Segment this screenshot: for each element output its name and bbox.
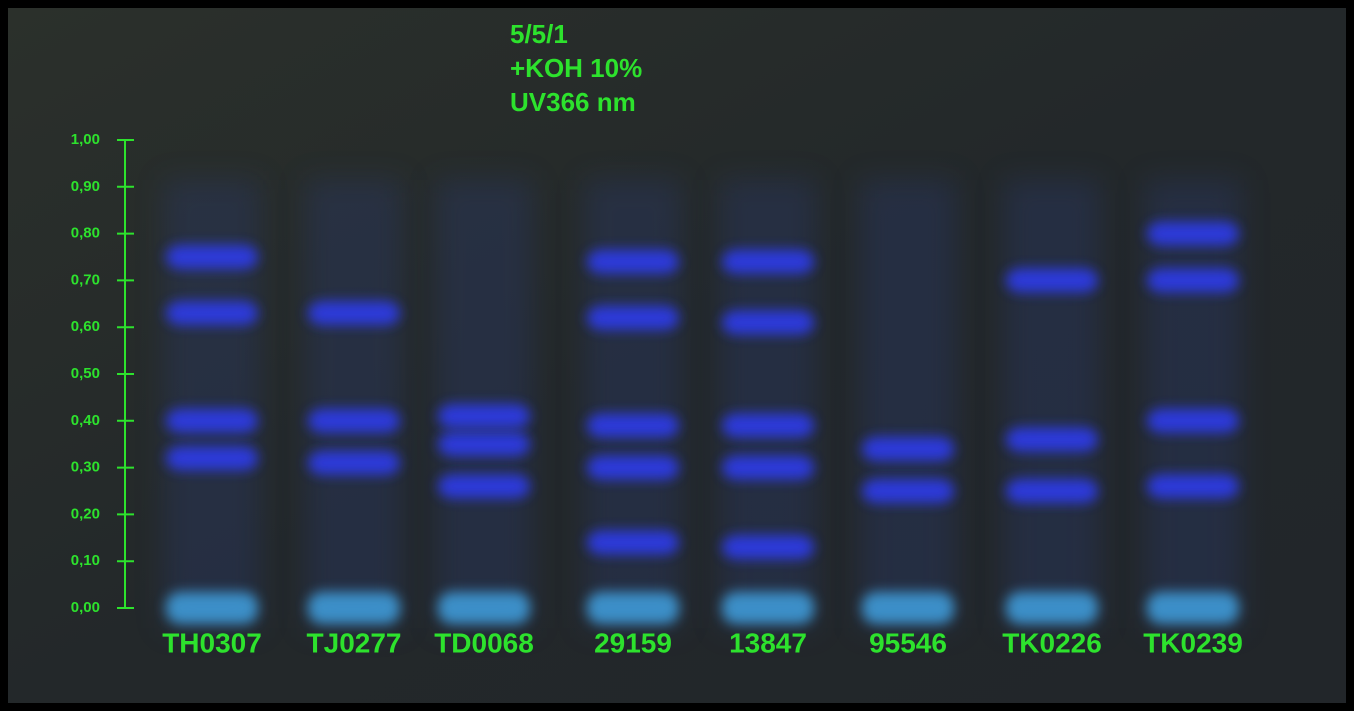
lane-haze bbox=[720, 180, 816, 628]
lane-haze bbox=[860, 180, 956, 628]
lane-label: TK0239 bbox=[1143, 627, 1243, 658]
band bbox=[438, 404, 530, 428]
band bbox=[722, 311, 814, 335]
tick-label: 0,00 bbox=[71, 599, 100, 616]
band bbox=[1006, 268, 1098, 292]
lane-label: TJ0277 bbox=[307, 627, 402, 658]
lane-haze bbox=[1004, 180, 1100, 628]
band bbox=[862, 437, 954, 461]
lane-label: 95546 bbox=[869, 627, 947, 658]
band bbox=[166, 301, 258, 325]
tick-label: 0,20 bbox=[71, 505, 100, 522]
origin-spot bbox=[587, 592, 679, 624]
band bbox=[862, 479, 954, 503]
band bbox=[1006, 428, 1098, 452]
band bbox=[166, 446, 258, 470]
tick-label: 1,00 bbox=[71, 131, 100, 148]
band bbox=[1147, 222, 1239, 246]
band bbox=[722, 535, 814, 559]
header-line: 5/5/1 bbox=[510, 19, 568, 49]
band bbox=[587, 413, 679, 437]
lane-label: TK0226 bbox=[1002, 627, 1102, 658]
header-line: +KOH 10% bbox=[510, 53, 642, 83]
tick-label: 0,70 bbox=[71, 271, 100, 288]
lane-haze bbox=[585, 180, 681, 628]
lane-haze bbox=[1145, 180, 1241, 628]
lane-label: 29159 bbox=[594, 627, 672, 658]
origin-spot bbox=[166, 592, 258, 624]
band bbox=[1006, 479, 1098, 503]
lane-label: 13847 bbox=[729, 627, 807, 658]
tick-label: 0,60 bbox=[71, 318, 100, 335]
band bbox=[722, 413, 814, 437]
header-line: UV366 nm bbox=[510, 87, 636, 117]
band bbox=[308, 301, 400, 325]
tick-label: 0,90 bbox=[71, 178, 100, 195]
band bbox=[587, 250, 679, 274]
lane-label: TH0307 bbox=[162, 627, 262, 658]
band bbox=[587, 306, 679, 330]
band bbox=[1147, 409, 1239, 433]
origin-spot bbox=[862, 592, 954, 624]
tlc-plate-photo: 5/5/1 +KOH 10% UV366 nm 0,00 0,10 0,20 0,30 0,… bbox=[0, 0, 1354, 711]
band bbox=[166, 409, 258, 433]
tick-label: 0,80 bbox=[71, 225, 100, 242]
origin-spot bbox=[1006, 592, 1098, 624]
band bbox=[587, 456, 679, 480]
band bbox=[722, 456, 814, 480]
band bbox=[308, 409, 400, 433]
band bbox=[1147, 474, 1239, 498]
band bbox=[438, 432, 530, 456]
origin-spot bbox=[438, 592, 530, 624]
origin-spot bbox=[722, 592, 814, 624]
origin-spot bbox=[308, 592, 400, 624]
tick-label: 0,40 bbox=[71, 412, 100, 429]
tick-label: 0,30 bbox=[71, 459, 100, 476]
lane-haze bbox=[306, 180, 402, 628]
origin-spot bbox=[1147, 592, 1239, 624]
band bbox=[308, 451, 400, 475]
band bbox=[722, 250, 814, 274]
tick-label: 0,50 bbox=[71, 365, 100, 382]
band bbox=[438, 474, 530, 498]
band bbox=[1147, 268, 1239, 292]
band bbox=[166, 245, 258, 269]
lane-haze bbox=[436, 180, 532, 628]
lane-label: TD0068 bbox=[434, 627, 534, 658]
tick-label: 0,10 bbox=[71, 552, 100, 569]
band bbox=[587, 530, 679, 554]
